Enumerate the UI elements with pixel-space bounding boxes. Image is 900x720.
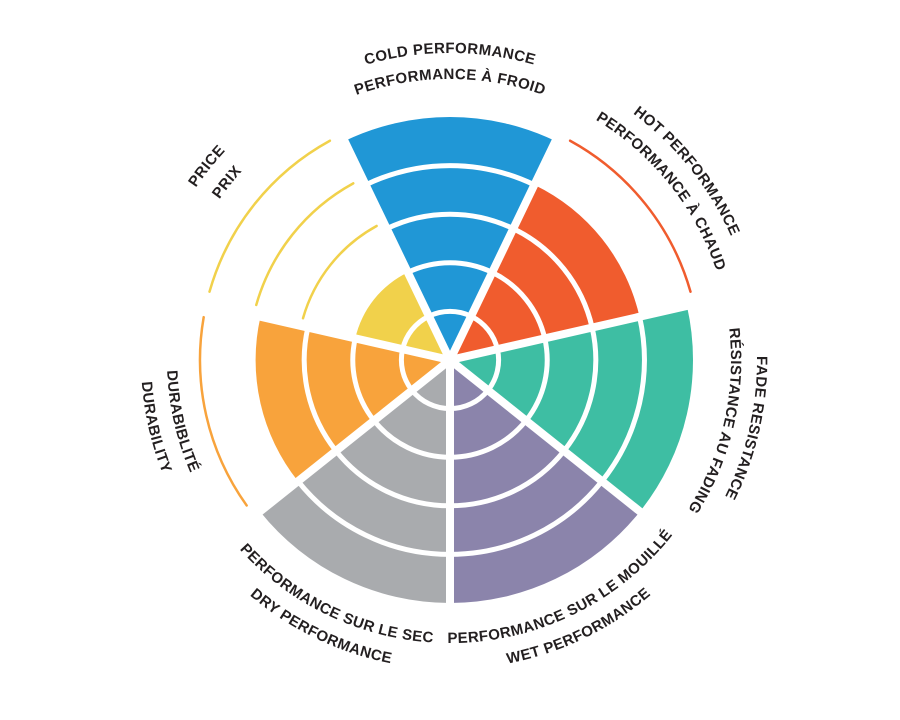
sector-wet-ring-separator-3 [449,449,566,509]
sector-durability-ring-separator-2 [350,337,376,423]
sector-dry-ring-separator-4 [296,479,451,557]
sector-hot-ring-separator-3 [512,226,595,329]
sector-durability-empty-ring-arc-5 [198,315,248,507]
sector-cold-ring-separator-4 [364,163,536,188]
sector-gap-line [449,298,706,364]
sector-gap-line [447,356,657,526]
sector-gap-line [194,298,451,364]
sector-cold-ring-separator-3 [385,211,515,231]
sector-fade-ring-separator-2 [524,337,550,423]
sector-gap-line [243,356,453,526]
sector-cold-label-fr: PERFORMANCE À FROID [352,66,548,99]
sector-durability-ring-separator-3 [301,327,338,453]
sector-dry-wedge [260,360,450,603]
sector-wet-ring-separator-2 [449,419,528,460]
sector-hot-wedge [450,184,640,360]
sector-price-empty-ring-arc-5 [208,139,332,293]
sector-hot-label-en: HOT PERFORMANCE [630,103,743,238]
sector-fade-wedge [450,305,694,512]
sector-cold-ring-separator-2 [406,260,494,275]
sector-wet-wedge [450,360,640,603]
sector-cold-label-en: COLD PERFORMANCE [362,40,537,69]
sector-gap-line [333,123,454,362]
sector-cold-wedge [344,116,556,360]
sector-price-empty-ring-arc-3 [301,224,378,320]
sector-fade-ring-separator-3 [562,327,599,453]
sector-hot-ring-separator-2 [491,270,548,339]
sector-price-wedge [355,272,450,360]
sector-dry-ring-separator-3 [334,449,451,509]
sector-fade-ring-separator-4 [600,316,647,483]
sector-hot-empty-ring-arc-5 [568,139,692,293]
sector-gap-line [446,123,567,362]
sector-dry-ring-separator-2 [372,419,451,460]
sector-price-empty-ring-arc-4 [255,182,355,307]
sector-wet-ring-separator-4 [449,479,604,557]
